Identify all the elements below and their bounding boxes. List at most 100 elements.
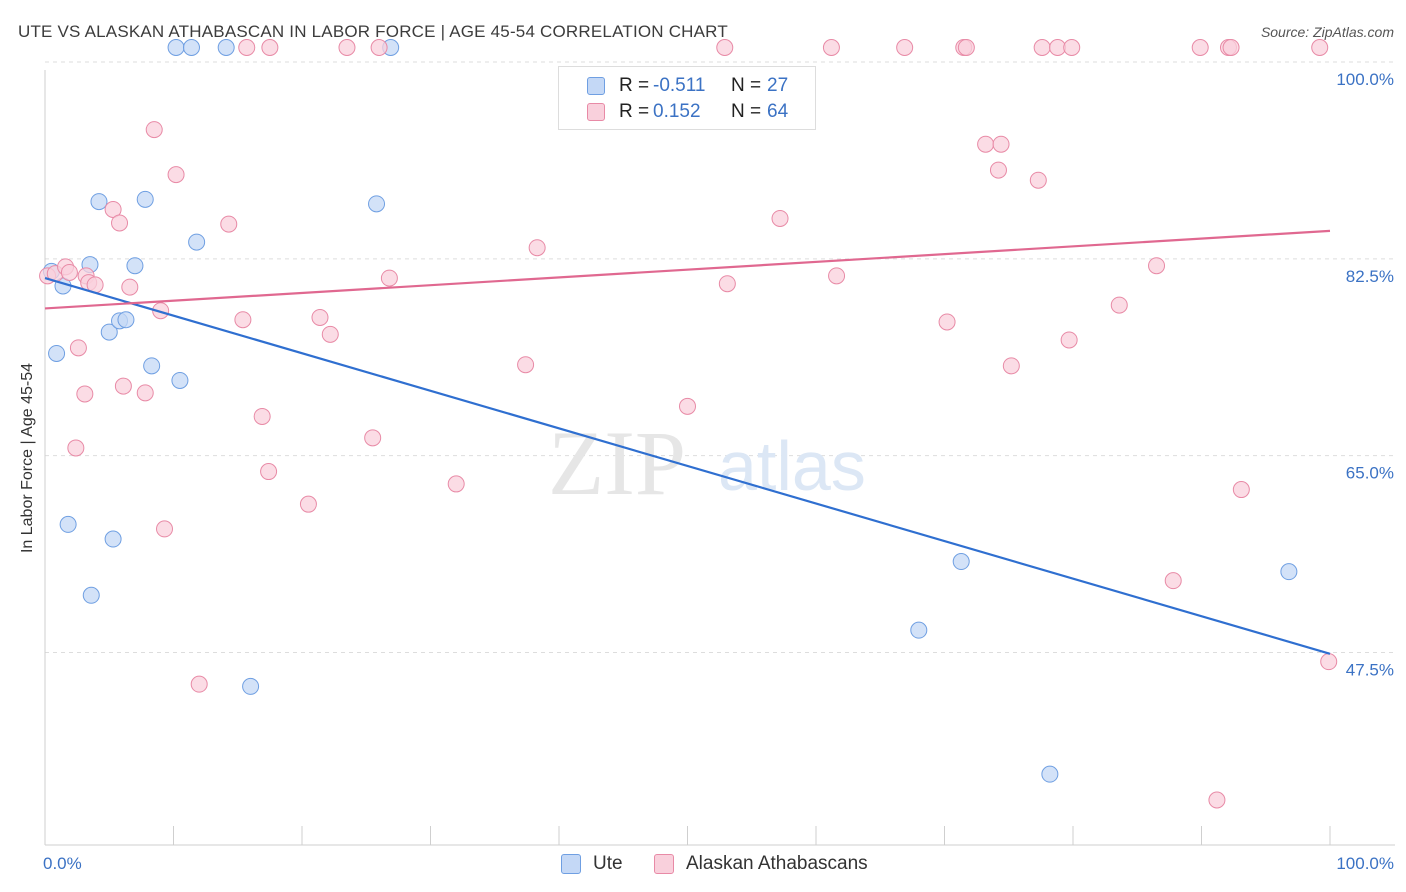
athabascan-point: [338, 39, 356, 57]
ute-point: [242, 677, 260, 695]
athabascan-point: [447, 475, 465, 493]
y-tick-label: 100.0%: [1336, 70, 1394, 89]
athabascan-point: [121, 278, 139, 296]
ute-point: [182, 39, 200, 57]
ute-swatch: [587, 77, 605, 95]
data-points: [39, 39, 1338, 809]
ute-trend-line: [44, 277, 1331, 655]
athabascan-trend-line: [44, 229, 1331, 310]
athabascan-point: [253, 407, 271, 425]
ute-point: [136, 190, 154, 208]
chart-title: UTE VS ALASKAN ATHABASCAN IN LABOR FORCE…: [18, 22, 728, 41]
athabascan-point: [1063, 39, 1081, 57]
athabascan-point: [311, 308, 329, 326]
x-tick-label: 100.0%: [1336, 854, 1394, 873]
athabascan-point: [1191, 39, 1209, 57]
ute-point: [143, 357, 161, 375]
ute-point: [126, 257, 144, 275]
watermark: ZIP atlas: [548, 412, 866, 514]
ute-point: [1041, 765, 1059, 783]
athabascan-point: [76, 385, 94, 403]
ute-r-label: R =: [619, 75, 650, 96]
athabascan-point: [1110, 296, 1128, 314]
ute-r-value: -0.511: [653, 75, 706, 96]
athabascan-point: [167, 166, 185, 184]
ute-point: [368, 195, 386, 213]
ute-point: [188, 233, 206, 251]
athabascan-point: [370, 39, 388, 57]
athabascan-point: [114, 377, 132, 395]
correlation-legend: R = -0.511 N = 27 R = 0.152 N = 64: [558, 66, 816, 130]
athabascan-point: [828, 267, 846, 285]
athabascan-point: [136, 384, 154, 402]
y-tick-label: 65.0%: [1346, 464, 1394, 483]
y-tick-label: 82.5%: [1346, 267, 1394, 286]
athabascan-point: [1033, 39, 1051, 57]
athabascan-point: [896, 39, 914, 57]
ute-point: [167, 39, 185, 57]
athabascan-point: [321, 325, 339, 343]
athabascan-point: [989, 161, 1007, 179]
athabascan-swatch: [587, 103, 605, 121]
athabascan-point: [111, 214, 129, 232]
athabascan-point: [716, 39, 734, 57]
watermark-atlas: atlas: [718, 427, 866, 505]
athabascan-point: [1002, 357, 1020, 375]
athabascan-point: [528, 239, 546, 257]
axes: [44, 70, 1395, 846]
athabascan-point: [992, 135, 1010, 153]
athabascan-n-label: N =: [731, 101, 762, 122]
gridlines: [45, 61, 1395, 654]
athabascan-point: [1148, 257, 1166, 275]
ute-point: [48, 344, 66, 362]
athabascan-point: [220, 215, 238, 233]
athabascan-point: [60, 263, 78, 281]
ute-point: [90, 193, 108, 211]
athabascan-point: [69, 339, 87, 357]
athabascan-point: [517, 356, 535, 374]
athabascan-point: [380, 269, 398, 287]
source-label: Source: ZipAtlas.com: [1260, 24, 1394, 40]
ute-point: [117, 311, 135, 329]
athabascan-point: [938, 313, 956, 331]
athabascan-point: [1208, 791, 1226, 809]
athabascan-point: [1029, 171, 1047, 189]
athabascan-point: [156, 520, 174, 538]
athabascan-point: [771, 209, 789, 227]
athabascan-point: [977, 135, 995, 153]
athabascan-point: [299, 495, 317, 513]
athabascan-point: [718, 275, 736, 293]
athabascan-r-label: R =: [619, 101, 650, 122]
athabascan-point: [260, 463, 278, 481]
ute-point: [100, 323, 118, 341]
athabascan-point: [1060, 331, 1078, 349]
ute-point: [171, 371, 189, 389]
athabascan-point: [1049, 39, 1067, 57]
ute-n-value: 27: [767, 75, 789, 96]
ute-point: [82, 586, 100, 604]
ute-point: [952, 553, 970, 571]
athabascan-r-value: 0.152: [653, 101, 701, 122]
athabascan-point: [1311, 39, 1329, 57]
athabascan-legend-label: Alaskan Athabascans: [686, 853, 868, 874]
athabascan-point: [364, 429, 382, 447]
athabascan-point: [67, 439, 85, 457]
ute-point: [217, 39, 235, 57]
athabascan-point: [238, 39, 256, 57]
athabascan-point: [957, 39, 975, 57]
trend-lines: [44, 229, 1331, 655]
athabascan-point: [1320, 653, 1338, 671]
athabascan-point: [234, 311, 252, 329]
athabascan-point: [261, 39, 279, 57]
watermark-zip: ZIP: [548, 412, 686, 514]
y-axis-label: In Labor Force | Age 45-54: [19, 362, 36, 554]
athabascan-point: [1222, 39, 1240, 57]
ute-legend-label: Ute: [593, 853, 623, 874]
x-tick-label: 0.0%: [43, 854, 82, 873]
ute-point: [1280, 563, 1298, 581]
athabascan-legend-swatch: [654, 854, 674, 874]
ute-legend-swatch: [561, 854, 581, 874]
ute-point: [59, 515, 77, 533]
y-tick-label: 47.5%: [1346, 661, 1394, 680]
